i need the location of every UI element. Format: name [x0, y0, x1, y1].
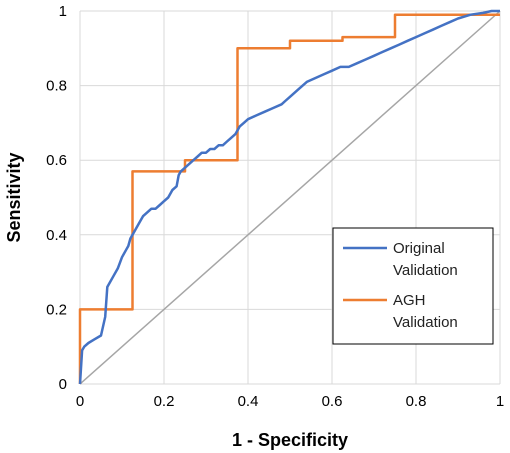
legend: Original Validation AGH Validation	[332, 227, 494, 345]
legend-label-original-line1: Original	[393, 240, 445, 257]
x-tick-label: 0.2	[154, 393, 175, 410]
tick-labels: 0 0.2 0.4 0.6 0.8 1 0 0.2 0.4 0.6 0.8 1	[46, 3, 504, 410]
series-lines	[78, 9, 500, 385]
y-axis-title: Sensitivity	[4, 152, 24, 242]
y-tick-label: 0.4	[46, 227, 67, 244]
y-tick-label: 0	[59, 376, 67, 393]
y-tick-label: 1	[59, 3, 67, 20]
x-axis-title: 1 - Specificity	[232, 430, 348, 450]
x-tick-label: 0.8	[406, 393, 427, 410]
y-tick-label: 0.8	[46, 78, 67, 95]
legend-label-agh-line1: AGH	[393, 292, 426, 309]
reference-line	[79, 10, 501, 385]
x-tick-label: 0.6	[322, 393, 343, 410]
x-tick-label: 0	[76, 393, 84, 410]
reference-diagonal	[79, 10, 501, 385]
x-tick-label: 0.4	[238, 393, 259, 410]
series-line-original-validation	[78, 9, 500, 385]
legend-label-agh-line2: Validation	[393, 314, 458, 331]
legend-label-original-line2: Validation	[393, 262, 458, 279]
series-line-agh-validation	[78, 13, 500, 384]
grid	[79, 10, 501, 385]
y-tick-label: 0.2	[46, 301, 67, 318]
y-tick-label: 0.6	[46, 152, 67, 169]
x-tick-label: 1	[496, 393, 504, 410]
